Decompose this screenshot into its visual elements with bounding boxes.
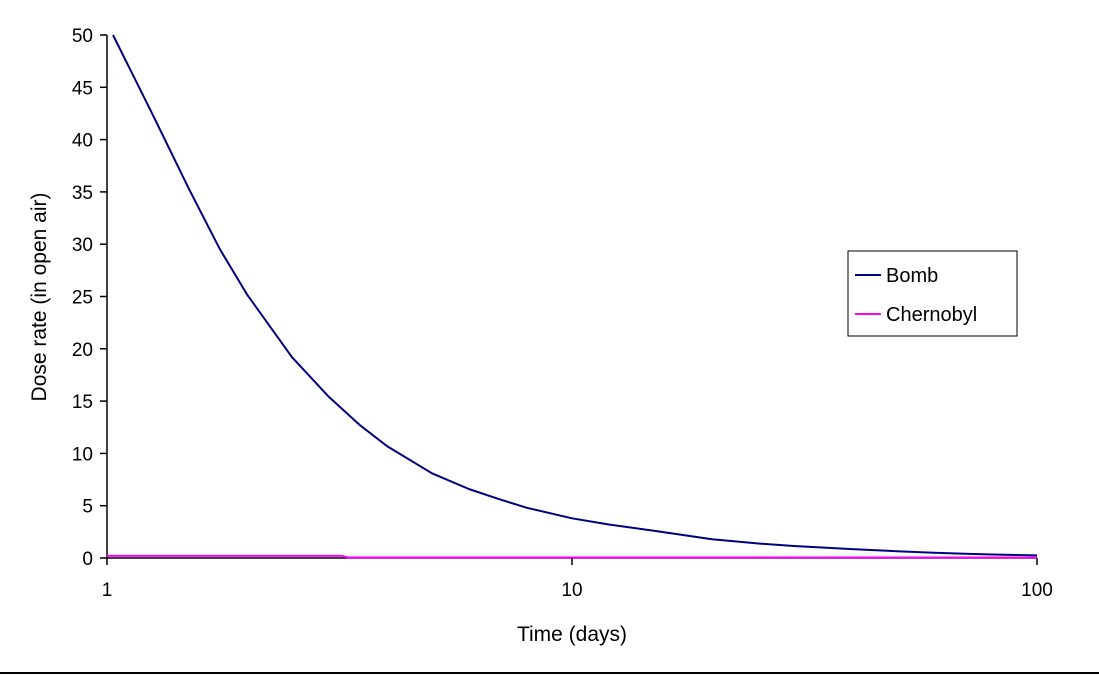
- series-line-bomb: [112, 34, 1038, 557]
- y-axis-title: Dose rate (in open air): [28, 193, 51, 402]
- y-tick-label: 50: [72, 26, 93, 47]
- x-tick-label: 100: [1021, 580, 1053, 601]
- y-tick-label: 40: [72, 131, 93, 152]
- legend: Bomb Chernobyl: [847, 250, 1018, 337]
- y-tick-label: 45: [72, 78, 93, 99]
- y-tick-label: 5: [82, 497, 93, 518]
- y-tick-label: 15: [72, 392, 93, 413]
- legend-label-chernobyl: Chernobyl: [886, 304, 977, 326]
- series-line-chernobyl: [107, 554, 1037, 559]
- y-tick-label: 30: [72, 235, 93, 256]
- y-tick-label: 35: [72, 183, 93, 204]
- legend-box: [847, 250, 1018, 337]
- tick-labels: 0 5 10 15 20 25 30 35 40 45 50 1 10 100: [72, 26, 1053, 601]
- x-tick-label: 1: [102, 580, 113, 601]
- x-axis-title: Time (days): [517, 623, 627, 646]
- series-layer: [107, 34, 1038, 559]
- legend-label-bomb: Bomb: [886, 265, 938, 287]
- y-tick-label: 20: [72, 340, 93, 361]
- y-tick-label: 0: [82, 549, 93, 570]
- y-tick-label: 25: [72, 288, 93, 309]
- y-tick-label: 10: [72, 444, 93, 465]
- x-tick-label: 10: [561, 580, 582, 601]
